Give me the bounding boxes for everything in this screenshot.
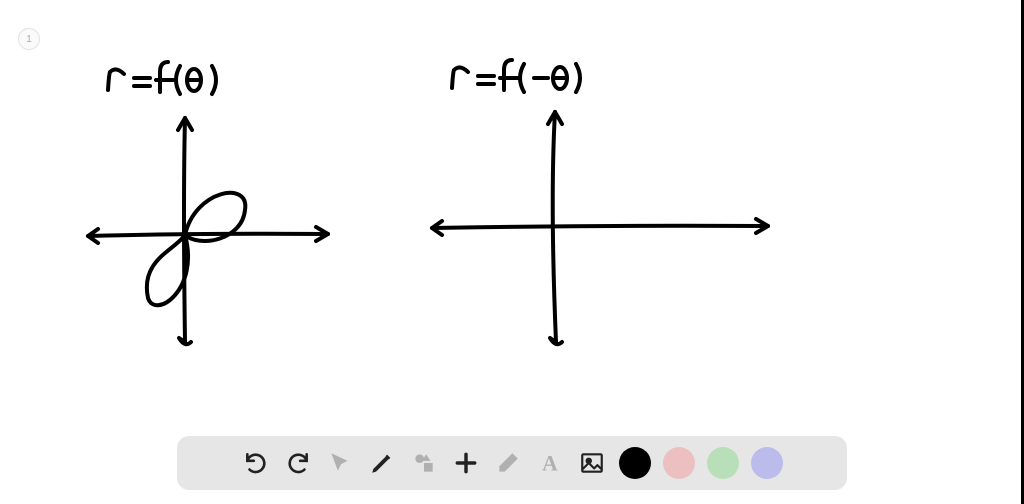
label-left (108, 62, 216, 94)
whiteboard-canvas[interactable]: 1 (0, 0, 1024, 504)
swatch-pink[interactable] (663, 447, 695, 479)
swatch-purple[interactable] (751, 447, 783, 479)
drawing-toolbar: A (177, 436, 847, 490)
image-icon[interactable] (577, 448, 607, 478)
svg-text:A: A (542, 452, 558, 476)
swatch-green[interactable] (707, 447, 739, 479)
drawing-layer (0, 0, 1024, 504)
polar-curve (147, 193, 245, 305)
text-icon[interactable]: A (535, 448, 565, 478)
redo-icon[interactable] (283, 448, 313, 478)
label-right (452, 60, 580, 92)
undo-icon[interactable] (241, 448, 271, 478)
plus-icon[interactable] (451, 448, 481, 478)
pencil-icon[interactable] (367, 448, 397, 478)
shapes-icon[interactable] (409, 448, 439, 478)
eraser-icon[interactable] (493, 448, 523, 478)
right-axes (432, 112, 768, 344)
left-axes (88, 118, 328, 344)
swatch-black[interactable] (619, 447, 651, 479)
pointer-icon[interactable] (325, 448, 355, 478)
